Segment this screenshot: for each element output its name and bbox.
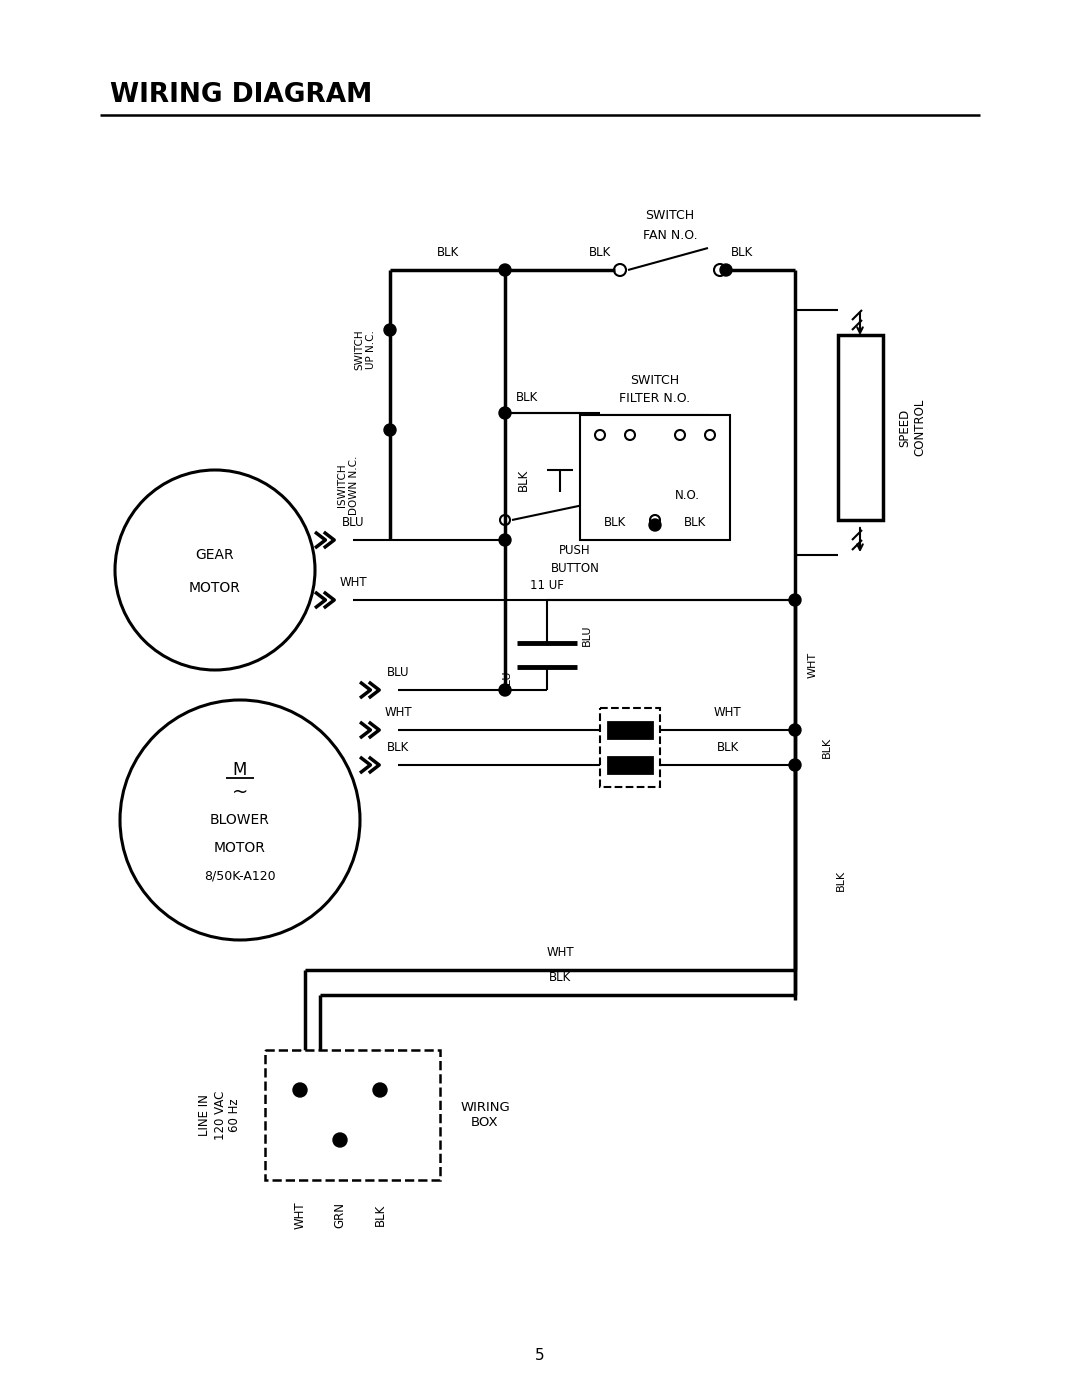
Text: MOTOR: MOTOR (214, 841, 266, 855)
Circle shape (499, 264, 511, 276)
Text: SWITCH
UP N.C.: SWITCH UP N.C. (354, 330, 376, 371)
Circle shape (499, 407, 511, 419)
Circle shape (499, 684, 511, 695)
Text: BLK: BLK (731, 246, 753, 258)
Bar (580, 415, 730, 540)
Circle shape (384, 423, 396, 436)
Text: BLK: BLK (387, 741, 409, 754)
Circle shape (789, 759, 801, 770)
Text: BLU: BLU (582, 625, 592, 645)
Text: N.O.: N.O. (675, 489, 700, 501)
Text: GEAR: GEAR (195, 548, 234, 562)
Bar (608, 722, 652, 738)
Bar (265, 1049, 440, 1180)
Text: 8/50K-A120: 8/50K-A120 (204, 869, 275, 883)
Text: BLOWER: BLOWER (211, 813, 270, 827)
Text: WHT: WHT (294, 1201, 307, 1228)
Circle shape (720, 264, 732, 276)
Circle shape (789, 594, 801, 607)
Text: ISWITCH
DOWN N.C.: ISWITCH DOWN N.C. (337, 455, 359, 515)
Text: SPEED
CONTROL: SPEED CONTROL (897, 398, 926, 457)
Text: ~: ~ (232, 783, 248, 801)
Bar (608, 756, 652, 773)
Text: SWITCH: SWITCH (646, 208, 694, 222)
Text: BLU: BLU (502, 669, 512, 691)
Text: PUSH: PUSH (559, 544, 591, 557)
Text: BLK: BLK (684, 515, 706, 529)
Text: FILTER N.O.: FILTER N.O. (620, 391, 690, 404)
Text: WIRING DIAGRAM: WIRING DIAGRAM (110, 82, 373, 108)
Text: BLK: BLK (822, 737, 832, 758)
Circle shape (384, 323, 396, 336)
Text: WHT: WHT (339, 576, 367, 589)
Text: 5: 5 (536, 1348, 544, 1363)
Text: BLK: BLK (374, 1203, 387, 1226)
Text: WHT: WHT (714, 705, 741, 719)
Text: LINE IN
120 VAC
60 Hz: LINE IN 120 VAC 60 Hz (199, 1091, 242, 1140)
Text: BLU: BLU (341, 515, 364, 529)
Text: WHT: WHT (546, 945, 573, 959)
Text: 11 UF: 11 UF (530, 579, 564, 591)
Text: WHT: WHT (808, 652, 818, 679)
Text: BLK: BLK (549, 970, 571, 984)
Circle shape (333, 1133, 347, 1146)
Circle shape (373, 1083, 387, 1097)
Circle shape (649, 519, 661, 532)
Text: BLK: BLK (516, 390, 538, 404)
Text: FAN N.O.: FAN N.O. (643, 229, 698, 242)
Circle shape (293, 1083, 307, 1097)
Text: MOTOR: MOTOR (189, 582, 241, 595)
Bar (837, 335, 882, 520)
Text: BLK: BLK (716, 741, 739, 754)
Text: BLU: BLU (387, 665, 409, 679)
Text: BLK: BLK (589, 246, 611, 258)
Circle shape (789, 725, 801, 736)
Text: WHT: WHT (384, 705, 411, 719)
Text: BLK: BLK (836, 869, 846, 891)
Text: BLK: BLK (436, 246, 459, 258)
Text: BLK: BLK (604, 515, 626, 529)
Circle shape (499, 534, 511, 545)
Bar (600, 708, 660, 787)
Text: GRN: GRN (334, 1202, 347, 1228)
Text: BLK: BLK (516, 469, 529, 491)
Text: BUTTON: BUTTON (551, 562, 599, 575)
Text: M: M (233, 761, 247, 779)
Text: SWITCH: SWITCH (631, 373, 679, 386)
Text: WIRING
BOX: WIRING BOX (460, 1101, 510, 1128)
